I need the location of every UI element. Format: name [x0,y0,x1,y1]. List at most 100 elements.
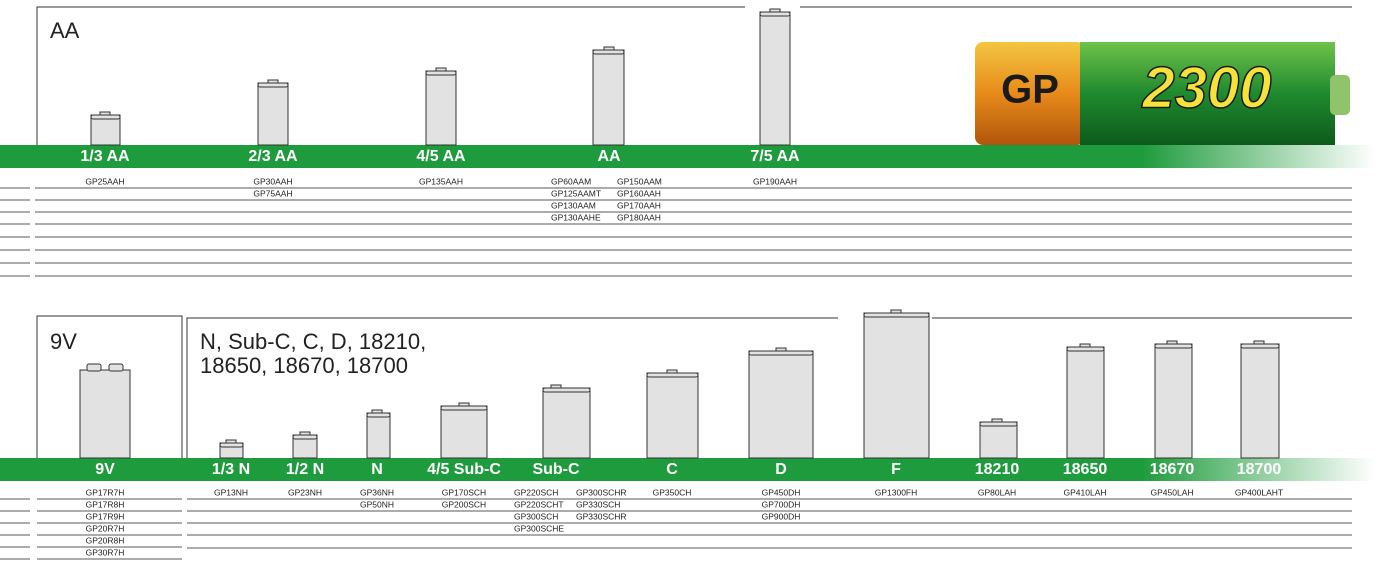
battery-cap [543,388,590,392]
model: GP700DH [762,499,801,509]
logo-brand: GP [1001,68,1059,112]
model: GP17R7H [86,487,125,497]
battery [647,373,698,458]
battery [1067,347,1104,458]
size-label: AA [597,148,621,165]
size-label: 1/3 AA [80,148,130,165]
terminal [667,370,677,373]
band [0,145,1375,168]
size-label: 1/2 N [286,461,324,478]
size-label: 18700 [1237,461,1282,478]
size-label: 18650 [1063,461,1108,478]
battery [980,422,1017,458]
model: GP220SCH [514,487,558,497]
battery-cap [593,50,624,54]
model: GP36NH [360,487,394,497]
size-label: 4/5 Sub-C [427,461,501,478]
battery [864,313,929,458]
battery-cap [367,413,390,417]
section-title: N, Sub-C, C, D, 18210, [200,329,426,354]
terminal [891,310,901,313]
model: GP300SCH [514,511,558,521]
size-label: D [775,461,787,478]
battery [1241,344,1279,458]
model: GP170AAH [617,200,661,210]
battery-cap [760,12,790,16]
terminal [300,432,310,435]
terminal [551,385,561,388]
battery [1155,344,1192,458]
size-label: C [666,461,678,478]
section-title: 9V [50,329,77,354]
model: GP410LAH [1064,487,1107,497]
model: GP900DH [762,511,801,521]
size-label: 2/3 AA [248,148,298,165]
model: GP170SCH [442,487,486,497]
logo: GP 2300 [975,42,1350,145]
terminal [100,112,110,115]
size-label: 1/3 N [212,461,250,478]
terminal [372,410,382,413]
battery [426,71,456,145]
model: GP30AAH [253,176,292,186]
model: GP300SCHR [576,487,627,497]
model: GP17R9H [86,511,125,521]
battery [367,413,390,458]
size-label: 4/5 AA [416,148,466,165]
battery-cap [864,313,929,317]
model: GP50NH [360,499,394,509]
battery-cap [1155,344,1192,348]
battery-cap [647,373,698,377]
terminal [268,80,278,83]
section-title: AA [50,18,80,43]
battery-cap [980,422,1017,426]
battery-cap [426,71,456,75]
battery-cap [293,435,317,439]
battery [441,406,487,458]
model: GP130AAM [551,200,596,210]
model: GP1300FH [875,487,918,497]
terminal [776,348,786,351]
model: GP13NH [214,487,248,497]
model: GP450LAH [1151,487,1194,497]
model: GP23NH [288,487,322,497]
battery-cap [220,443,243,447]
model: GP60AAM [551,176,591,186]
battery [258,83,288,145]
terminal [604,47,614,50]
size-label: Sub-C [532,461,580,478]
battery [749,351,813,458]
terminal [770,9,780,12]
model: GP135AAH [419,176,463,186]
terminal [1080,344,1090,347]
size-label: F [891,461,901,478]
model: GP300SCHE [514,523,564,533]
model: GP17R8H [86,499,125,509]
model: GP20R8H [86,535,125,545]
size-label: 9V [95,461,115,478]
terminal [436,68,446,71]
model: GP330SCHR [576,511,627,521]
battery-cap [1241,344,1279,348]
terminal [226,440,236,443]
section-title: 18650, 18670, 18700 [200,353,408,378]
model: GP150AAM [617,176,662,186]
terminal [459,403,469,406]
battery [593,50,624,145]
model: GP30R7H [86,547,125,557]
battery-cap [258,83,288,87]
model: GP200SCH [442,499,486,509]
logo-capacity: 2300 [1141,55,1271,120]
terminal [1254,341,1264,344]
page: GP 2300 AA1/3 AAGP25AAH2/3 AAGP30AAHGP75… [0,0,1387,573]
size-label: 18210 [975,461,1020,478]
size-label: 7/5 AA [750,148,800,165]
battery-cap [749,351,813,355]
battery-cap [1067,347,1104,351]
battery [80,370,130,458]
model: GP25AAH [85,176,124,186]
model: GP130AAHE [551,212,601,222]
model: GP400LAHT [1235,487,1283,497]
size-label: 18670 [1150,461,1195,478]
model: GP20R7H [86,523,125,533]
